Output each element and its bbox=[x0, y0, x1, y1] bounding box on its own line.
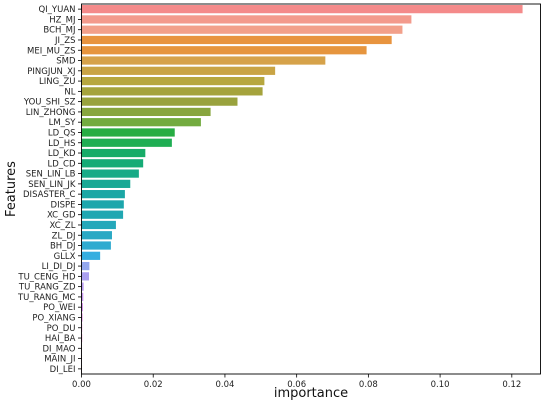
x-axis-title: importance bbox=[274, 386, 348, 401]
y-tick-label: SMD bbox=[56, 57, 76, 67]
y-tick-label: TU_CENG_HD bbox=[17, 272, 76, 282]
y-axis-ticks: QI_YUANHZ_MJBCH_MJJI_ZSMEI_MU_ZSSMDPINGJ… bbox=[17, 5, 82, 375]
y-tick-label: ZL_DJ bbox=[52, 231, 76, 241]
bar-po-wei bbox=[81, 303, 83, 312]
bar-nl bbox=[81, 87, 263, 96]
y-tick-label: PO_WEI bbox=[43, 303, 75, 313]
bar-sen-lin-lb bbox=[81, 169, 139, 178]
y-tick-label: LM_SY bbox=[49, 118, 77, 128]
bar-ld-qs bbox=[81, 128, 175, 137]
bar-lm-sy bbox=[81, 118, 201, 127]
bar-smd bbox=[81, 56, 326, 65]
bar-ld-cd bbox=[81, 159, 144, 168]
plot-frame bbox=[81, 3, 541, 375]
y-tick-label: LD_KD bbox=[48, 149, 76, 159]
bar-you-shi-sz bbox=[81, 97, 238, 106]
y-tick-label: GLLX bbox=[54, 252, 76, 262]
y-tick-label: QI_YUAN bbox=[38, 5, 75, 15]
y-tick-label: SEN_LIN_LB bbox=[26, 170, 76, 180]
x-tick-label: 0.08 bbox=[359, 380, 378, 390]
y-tick-label: LD_HS bbox=[48, 139, 75, 149]
y-tick-label: MAIN_JI bbox=[44, 355, 75, 365]
bar-tu-rang-mc bbox=[81, 292, 84, 302]
x-axis-ticks: 0.00 0.02 0.04 0.06 0.08 0.10 0.12 bbox=[72, 374, 521, 390]
x-tick-label: 0.12 bbox=[502, 380, 521, 390]
bar-xc-zl bbox=[81, 220, 116, 230]
x-tick-label: 0.04 bbox=[215, 380, 234, 390]
y-tick-label: LING_ZU bbox=[39, 77, 75, 87]
y-tick-label: LIN_ZHONG bbox=[26, 108, 76, 118]
y-tick-label: LD_QS bbox=[48, 128, 76, 138]
bar-bch-mj bbox=[81, 25, 403, 34]
y-tick-label: NL bbox=[64, 87, 75, 97]
bar-zl-dj bbox=[81, 231, 112, 240]
y-tick-label: XC_ZL bbox=[50, 221, 76, 231]
y-tick-label: PO_XIANG bbox=[32, 313, 75, 323]
y-tick-label: DISASTER_C bbox=[23, 190, 76, 200]
bar-tu-ceng-hd bbox=[81, 272, 90, 281]
y-tick-label: XC_GD bbox=[47, 211, 76, 221]
bar-bh-dj bbox=[81, 241, 111, 250]
bar-dispe bbox=[81, 200, 124, 209]
y-tick-label: HZ_MJ bbox=[49, 15, 75, 25]
bar-tu-rang-zd bbox=[81, 282, 84, 291]
y-tick-label: TU_RANG_MC bbox=[17, 293, 76, 303]
y-tick-label: PO_DU bbox=[47, 324, 76, 334]
y-tick-label: YOU_SHI_SZ bbox=[23, 98, 76, 108]
y-tick-label: BCH_MJ bbox=[43, 26, 75, 36]
y-tick-label: JI_ZS bbox=[54, 36, 75, 46]
bar-hz-mj bbox=[81, 15, 412, 24]
bar-ld-hs bbox=[81, 138, 172, 147]
y-tick-label: SEN_LIN_JK bbox=[28, 180, 76, 190]
x-tick-label: 0.06 bbox=[287, 380, 306, 390]
y-tick-label: DI_MAO bbox=[43, 344, 76, 354]
x-tick-label: 0.02 bbox=[144, 380, 163, 390]
bar-disaster-c bbox=[81, 190, 125, 199]
bar-pingjun-xj bbox=[81, 66, 276, 75]
y-tick-label: DISPE bbox=[51, 200, 76, 210]
bar-ji-zs bbox=[81, 35, 392, 45]
y-tick-label: HAI_BA bbox=[45, 334, 76, 344]
bar-gllx bbox=[81, 251, 101, 260]
y-tick-label: LI_DI_DJ bbox=[42, 262, 76, 272]
bar-po-xiang bbox=[81, 313, 83, 322]
bar-sen-lin-jk bbox=[81, 179, 131, 188]
x-tick-label: 0.10 bbox=[431, 380, 450, 390]
y-tick-label: BH_DJ bbox=[50, 242, 76, 252]
y-tick-label: TU_RANG_ZD bbox=[18, 283, 76, 293]
bar-ling-zu bbox=[81, 76, 265, 86]
bar-mei-mu-zs bbox=[81, 46, 367, 55]
y-axis-title: Features bbox=[4, 161, 19, 217]
bars-layer bbox=[81, 5, 523, 373]
y-tick-label: PINGJUN_XJ bbox=[27, 67, 75, 77]
bar-ld-kd bbox=[81, 148, 146, 158]
y-tick-label: LD_CD bbox=[47, 159, 75, 169]
bar-qi-yuan bbox=[81, 5, 523, 14]
y-tick-label: DI_LEI bbox=[50, 365, 76, 375]
y-tick-label: MEI_MU_ZS bbox=[27, 46, 76, 56]
bar-xc-gd bbox=[81, 210, 124, 219]
bar-lin-zhong bbox=[81, 107, 211, 117]
x-tick-label: 0.00 bbox=[72, 380, 91, 390]
bar-li-di-dj bbox=[81, 261, 90, 271]
